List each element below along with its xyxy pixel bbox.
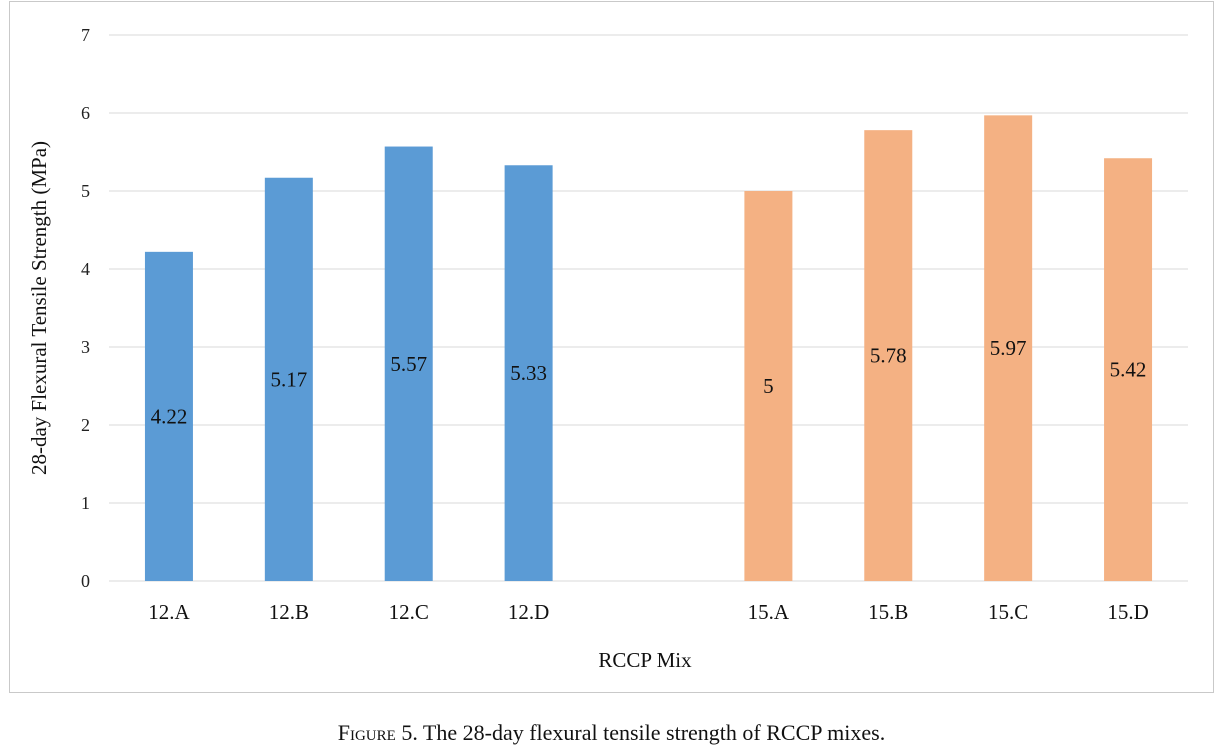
x-tick-label: 15.D bbox=[1107, 600, 1148, 624]
x-axis-title: RCCP Mix bbox=[598, 648, 692, 672]
bar bbox=[264, 177, 313, 582]
y-tick-label: 3 bbox=[81, 337, 90, 357]
bars bbox=[144, 115, 1153, 582]
bar bbox=[984, 115, 1033, 581]
x-tick-label: 15.A bbox=[748, 600, 790, 624]
y-axis-title: 28-day Flexural Tensile Strength (MPa) bbox=[27, 141, 51, 475]
bar bbox=[144, 251, 193, 581]
bar bbox=[504, 165, 553, 581]
bar bbox=[864, 130, 913, 581]
bar bbox=[384, 146, 433, 582]
y-tick-label: 4 bbox=[81, 259, 90, 279]
y-axis-ticks: 0 1 2 3 4 5 6 7 bbox=[81, 25, 90, 591]
data-label: 5.57 bbox=[390, 352, 427, 376]
y-tick-label: 2 bbox=[81, 415, 90, 435]
x-axis-ticks: 12.A 12.B 12.C 12.D 15.A 15.B 15.C 15.D bbox=[148, 600, 1149, 624]
bar bbox=[744, 191, 793, 581]
caption-prefix: Figure bbox=[337, 720, 396, 745]
y-tick-label: 6 bbox=[81, 103, 90, 123]
y-tick-label: 0 bbox=[81, 571, 90, 591]
caption-text: 5. The 28-day flexural tensile strength … bbox=[395, 720, 886, 745]
data-label: 5.78 bbox=[870, 344, 907, 368]
bar-chart: 0 1 2 3 4 5 6 7 12.A 12.B 12.C 12.D 15.A 15.B 15.C 15.… bbox=[27, 25, 1188, 672]
data-labels: 4.22 5.17 5.57 5.33 5 5.78 5.97 5.42 bbox=[151, 336, 1147, 428]
y-tick-label: 1 bbox=[81, 493, 90, 513]
x-tick-label: 15.C bbox=[988, 600, 1028, 624]
data-label: 5.42 bbox=[1110, 358, 1147, 382]
bar bbox=[1104, 158, 1153, 582]
y-tick-label: 7 bbox=[81, 25, 90, 45]
x-tick-label: 12.C bbox=[389, 600, 429, 624]
x-tick-label: 12.A bbox=[148, 600, 190, 624]
data-label: 4.22 bbox=[151, 404, 188, 428]
x-tick-label: 12.B bbox=[269, 600, 309, 624]
data-label: 5.97 bbox=[990, 336, 1027, 360]
data-label: 5.33 bbox=[510, 361, 547, 385]
data-label: 5 bbox=[763, 374, 774, 398]
x-tick-label: 12.D bbox=[508, 600, 549, 624]
figure-caption: Figure 5. The 28-day flexural tensile st… bbox=[0, 720, 1223, 746]
data-label: 5.17 bbox=[270, 367, 307, 391]
y-tick-label: 5 bbox=[81, 181, 90, 201]
x-tick-label: 15.B bbox=[868, 600, 908, 624]
